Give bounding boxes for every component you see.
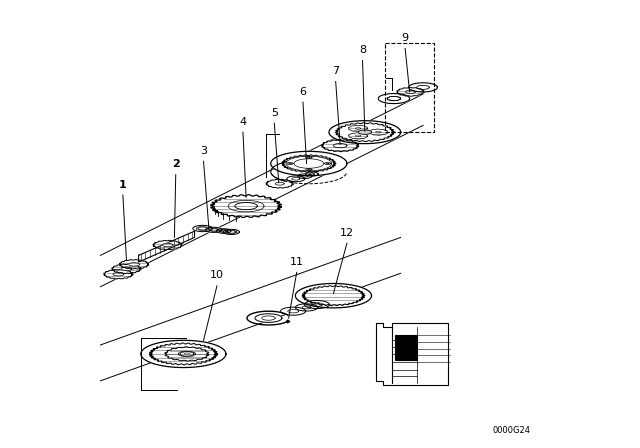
Text: 0000G24: 0000G24 bbox=[493, 426, 531, 435]
Polygon shape bbox=[321, 140, 359, 151]
Polygon shape bbox=[216, 229, 231, 233]
Text: 4: 4 bbox=[239, 117, 246, 127]
Polygon shape bbox=[120, 259, 148, 269]
Polygon shape bbox=[296, 284, 371, 308]
Text: 8: 8 bbox=[359, 45, 366, 55]
Polygon shape bbox=[121, 267, 132, 271]
Text: 6: 6 bbox=[300, 87, 307, 97]
Bar bbox=[396, 335, 417, 360]
Polygon shape bbox=[223, 229, 239, 234]
Polygon shape bbox=[376, 131, 381, 133]
Polygon shape bbox=[348, 133, 368, 139]
Polygon shape bbox=[235, 202, 257, 210]
Polygon shape bbox=[178, 351, 196, 357]
Polygon shape bbox=[333, 143, 347, 148]
Polygon shape bbox=[211, 195, 282, 217]
Polygon shape bbox=[271, 151, 347, 176]
Text: 9: 9 bbox=[401, 33, 409, 43]
Bar bbox=[385, 43, 435, 132]
Polygon shape bbox=[306, 156, 312, 159]
Polygon shape bbox=[358, 130, 371, 134]
Polygon shape bbox=[280, 307, 306, 315]
Polygon shape bbox=[266, 179, 293, 188]
Polygon shape bbox=[296, 304, 318, 311]
Text: 10: 10 bbox=[210, 271, 224, 280]
Text: 3: 3 bbox=[200, 146, 207, 156]
Polygon shape bbox=[163, 243, 173, 247]
Polygon shape bbox=[387, 96, 401, 101]
Polygon shape bbox=[397, 87, 424, 96]
Polygon shape bbox=[139, 231, 195, 262]
Polygon shape bbox=[369, 129, 388, 135]
Polygon shape bbox=[184, 353, 189, 355]
Polygon shape bbox=[324, 163, 331, 164]
Polygon shape bbox=[355, 128, 361, 129]
Polygon shape bbox=[165, 347, 209, 361]
Polygon shape bbox=[409, 83, 437, 92]
Polygon shape bbox=[306, 172, 318, 176]
Polygon shape bbox=[112, 264, 141, 274]
Polygon shape bbox=[129, 263, 140, 266]
Text: 5: 5 bbox=[271, 108, 278, 118]
Polygon shape bbox=[287, 176, 305, 182]
Polygon shape bbox=[255, 314, 282, 323]
Text: 12: 12 bbox=[340, 228, 354, 238]
Polygon shape bbox=[348, 125, 368, 132]
Polygon shape bbox=[378, 94, 410, 103]
Text: 1: 1 bbox=[119, 180, 127, 190]
Polygon shape bbox=[355, 135, 361, 137]
Polygon shape bbox=[376, 323, 448, 385]
Polygon shape bbox=[180, 352, 194, 356]
Polygon shape bbox=[406, 90, 415, 94]
Polygon shape bbox=[306, 168, 312, 171]
Polygon shape bbox=[287, 163, 293, 164]
Text: 2: 2 bbox=[172, 159, 180, 169]
Polygon shape bbox=[104, 269, 133, 279]
Polygon shape bbox=[305, 301, 330, 309]
Text: 7: 7 bbox=[332, 66, 339, 76]
Polygon shape bbox=[141, 340, 226, 367]
Polygon shape bbox=[113, 272, 124, 276]
Polygon shape bbox=[329, 121, 401, 144]
Polygon shape bbox=[275, 182, 284, 185]
Polygon shape bbox=[206, 227, 222, 233]
Polygon shape bbox=[298, 174, 312, 178]
Polygon shape bbox=[153, 240, 182, 250]
Polygon shape bbox=[193, 225, 212, 232]
Text: 11: 11 bbox=[290, 257, 304, 267]
